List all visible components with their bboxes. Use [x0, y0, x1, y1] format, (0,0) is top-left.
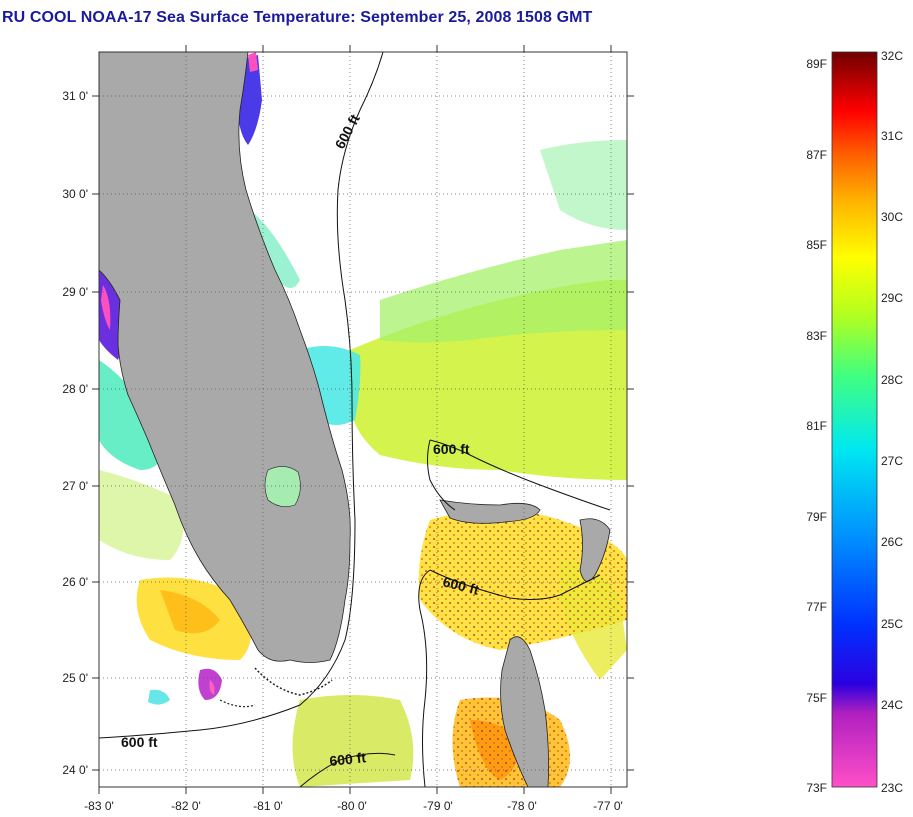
longitude-labels: -83 0' -82 0' -81 0' -80 0' -79 0' -78 0… [84, 799, 623, 813]
cb-f-83: 83F [806, 329, 827, 343]
lat-label-28: 28 0' [62, 382, 88, 396]
cb-c-29: 29C [881, 291, 903, 305]
lat-label-30: 30 0' [62, 187, 88, 201]
lat-label-31: 31 0' [62, 89, 88, 103]
cb-f-79: 79F [806, 510, 827, 524]
lon-label-82: -82 0' [171, 799, 201, 813]
page-title: RU COOL NOAA-17 Sea Surface Temperature:… [2, 9, 593, 26]
cb-c-27: 27C [881, 454, 903, 468]
cb-f-73: 73F [806, 781, 827, 795]
contour-label-600ft-bahamas-north: 600 ft [433, 441, 470, 457]
lon-label-80: -80 0' [337, 799, 367, 813]
cb-c-30: 30C [881, 210, 903, 224]
graticule-grid [99, 52, 627, 787]
lon-label-81: -81 0' [253, 799, 283, 813]
cb-c-31: 31C [881, 129, 903, 143]
colorbar-fahrenheit-labels: 89F 87F 85F 83F 81F 79F 77F 75F 73F [806, 57, 827, 795]
colorbar-celsius-labels: 32C 31C 30C 29C 28C 27C 26C 25C 24C 23C [881, 49, 903, 795]
lat-label-27: 27 0' [62, 479, 88, 493]
lon-label-79: -79 0' [423, 799, 453, 813]
cb-c-23: 23C [881, 781, 903, 795]
latitude-labels: 31 0' 30 0' 29 0' 28 0' 27 0' 26 0' 25 0… [62, 89, 88, 777]
lat-label-26: 26 0' [62, 575, 88, 589]
cb-f-75: 75F [806, 691, 827, 705]
cb-f-81: 81F [806, 419, 827, 433]
cb-c-25: 25C [881, 617, 903, 631]
andros-island [500, 636, 549, 788]
lat-label-29: 29 0' [62, 285, 88, 299]
abaco-island [579, 518, 611, 582]
contour-label-600ft-straits: 600 ft [329, 749, 367, 769]
florida-landmass [98, 51, 351, 663]
lat-label-25: 25 0' [62, 671, 88, 685]
lon-label-78: -78 0' [507, 799, 537, 813]
cb-f-87: 87F [806, 148, 827, 162]
lon-label-77: -77 0' [593, 799, 623, 813]
cb-c-26: 26C [881, 535, 903, 549]
temperature-colorbar: 89F 87F 85F 83F 81F 79F 77F 75F 73F 32C … [806, 49, 903, 795]
cb-c-32: 32C [881, 49, 903, 63]
grand-bahama-island [439, 499, 541, 524]
cb-f-77: 77F [806, 600, 827, 614]
contour-label-600ft-gulf: 600 ft [121, 734, 158, 750]
map-frame-border [98, 51, 628, 788]
cb-f-85: 85F [806, 238, 827, 252]
cb-c-24: 24C [881, 698, 903, 712]
lon-label-83: -83 0' [84, 799, 114, 813]
isobath-contours [98, 51, 611, 788]
lat-label-24: 24 0' [62, 763, 88, 777]
cb-f-89: 89F [806, 57, 827, 71]
contour-labels: 600 ft 600 ft 600 ft 600 ft 600 ft [121, 111, 481, 769]
colorbar-gradient [831, 51, 878, 788]
axis-ticks [92, 45, 634, 794]
cb-c-28: 28C [881, 373, 903, 387]
land-layer [98, 51, 611, 788]
